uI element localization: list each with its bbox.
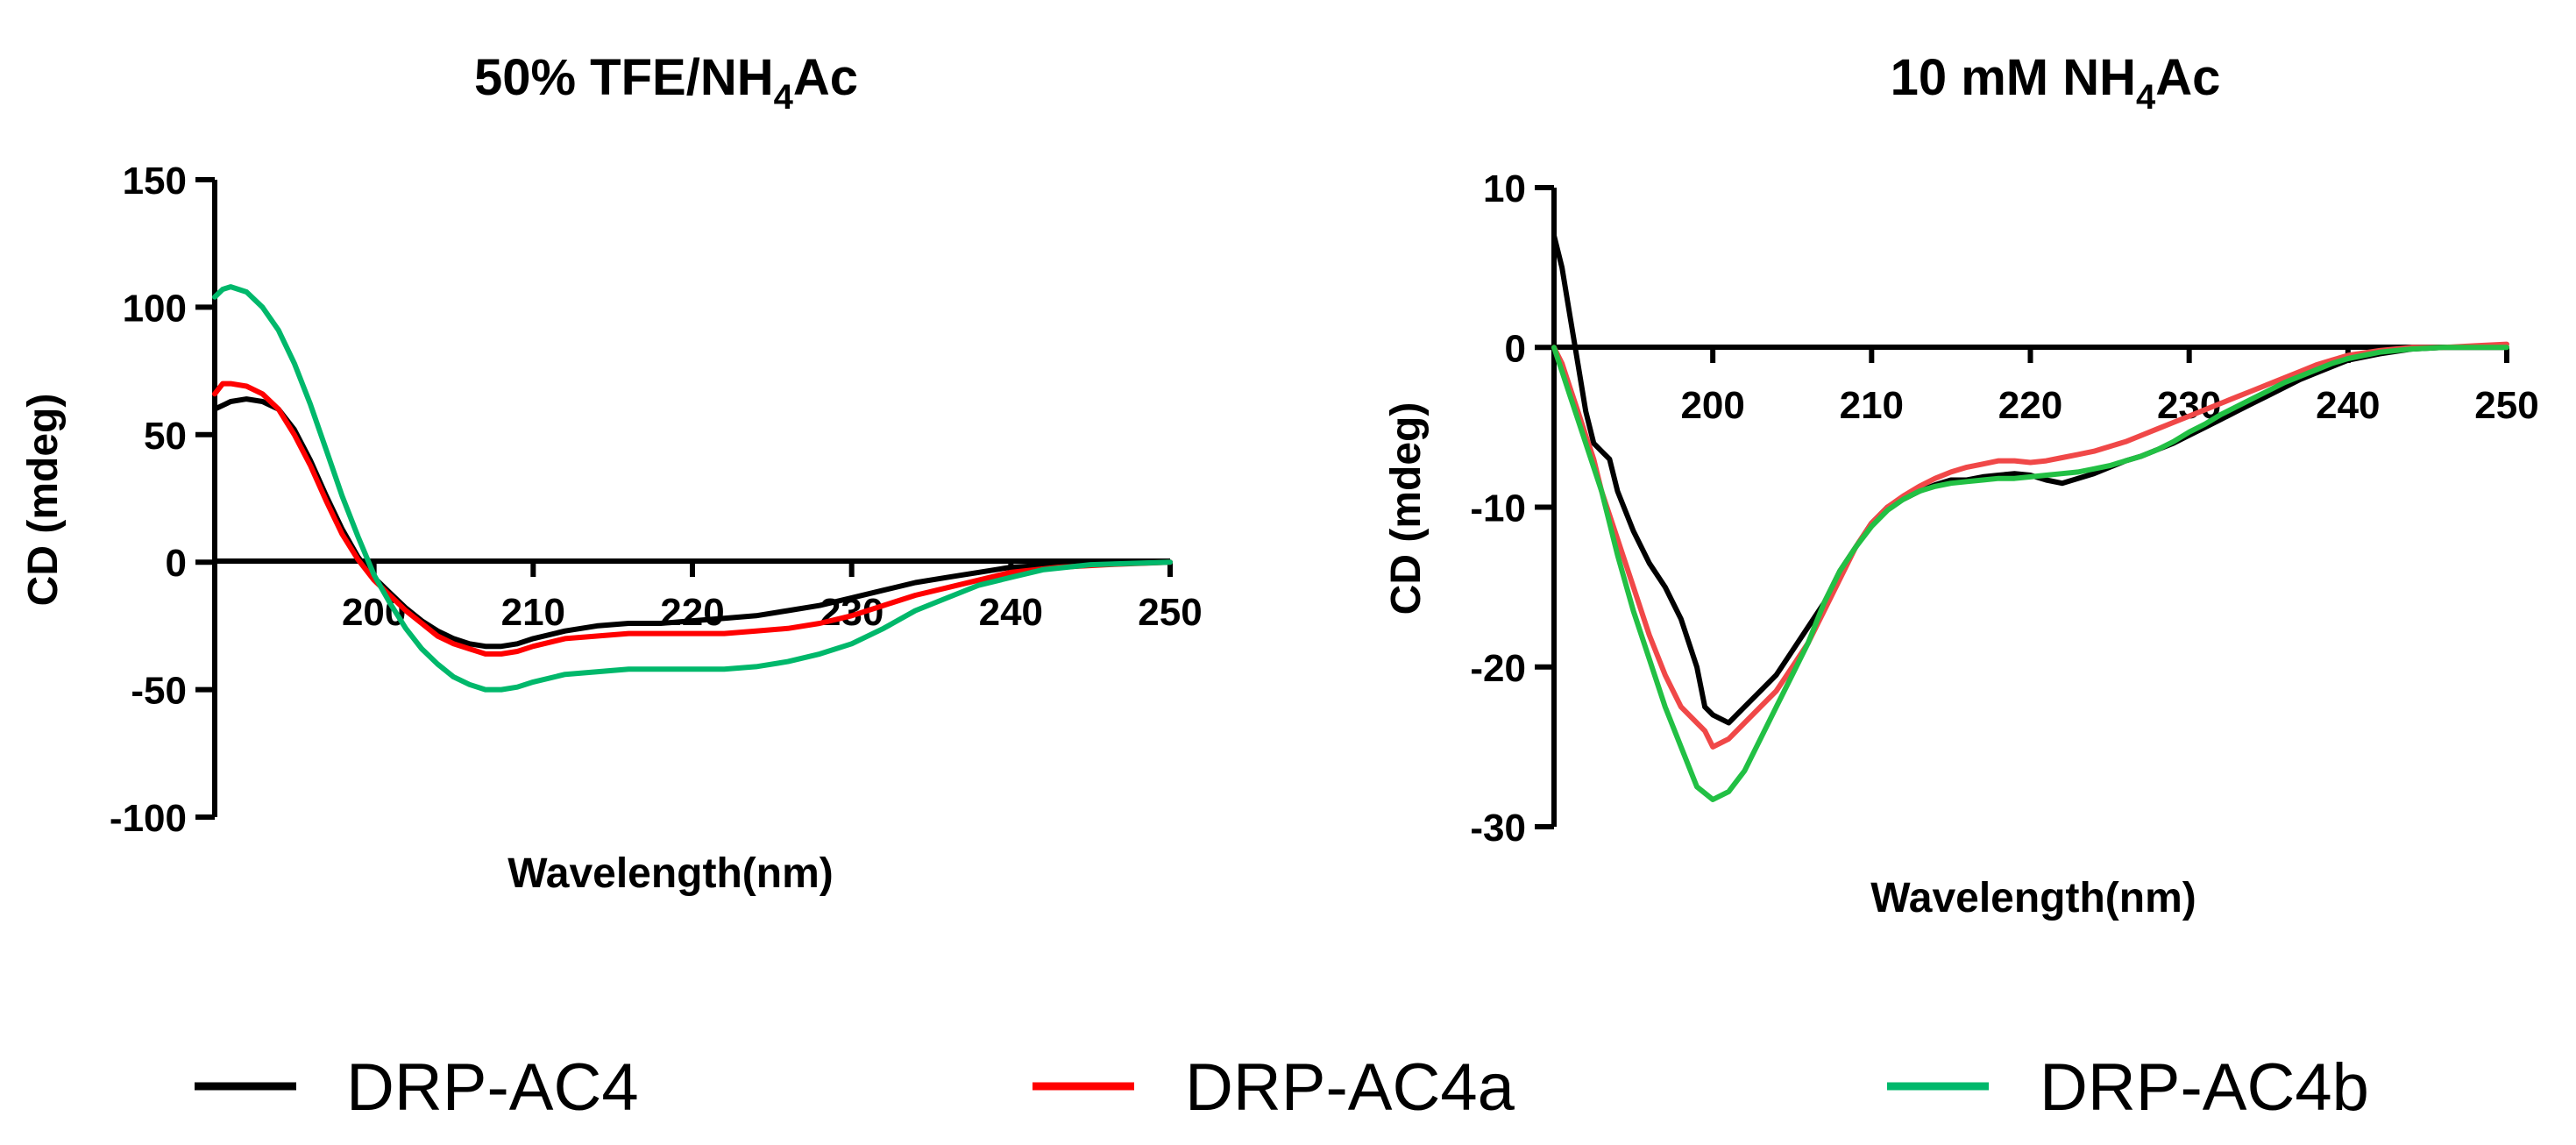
y-tick-label: -30 [1470,807,1526,850]
x-axis-label: Wavelength(nm) [507,850,834,897]
series-group [1551,232,2509,802]
chart-title-subscript: 4 [2136,78,2156,117]
legend-item: DRP-AC4a [1033,1050,1515,1125]
series-line-drp-ac4b [212,284,1173,693]
x-tick-label: 240 [2316,384,2380,427]
x-axis-label: Wavelength(nm) [1870,875,2196,921]
x-tick-label: 240 [979,591,1043,634]
y-tick-label: 0 [166,542,187,585]
y-tick-label: 150 [123,160,187,203]
y-tick-label: 10 [1483,167,1526,210]
y-ticks: 150 100 50 0 -50 -100 [110,160,215,840]
legend: DRP-AC4 DRP-AC4a DRP-AC4b [195,1050,2369,1125]
series-line-drp-ac4b [1551,345,2509,802]
y-tick-label: -100 [110,797,187,840]
x-tick-label: 200 [1680,384,1744,427]
x-ticks: 200 210 220 230 240 250 [1680,347,2539,427]
series-line-drp-ac4 [1551,232,2509,726]
legend-label: DRP-AC4b [2040,1050,2369,1125]
y-tick-label: 100 [123,287,187,330]
x-tick-label: 210 [501,591,565,634]
series-line-drp-ac4a [1551,341,2509,750]
series-line-drp-ac4a [212,380,1173,657]
x-tick-label: 210 [1840,384,1904,427]
x-ticks: 200 210 220 230 240 250 [342,561,1203,634]
legend-item: DRP-AC4b [1887,1050,2369,1125]
legend-label: DRP-AC4 [346,1050,639,1125]
chart-title-main: 10 mM NH [1891,49,2136,106]
y-tick-label: -50 [131,670,187,713]
x-tick-label: 220 [660,591,724,634]
y-tick-label: -20 [1470,647,1526,690]
x-tick-label: 250 [1138,591,1202,634]
chart-title-main: 50% TFE/NH [474,49,774,106]
chart-title-tail: Ac [2155,49,2220,106]
series-group [212,284,1173,693]
x-tick-label: 250 [2474,384,2538,427]
y-tick-label: -10 [1470,487,1526,530]
chart-title: 10 mM NH4Ac [1891,49,2221,117]
chart-title-tail: Ac [793,49,858,106]
y-tick-label: 50 [144,415,187,458]
chart-title-subscript: 4 [774,78,794,117]
chart-title: 50% TFE/NH4Ac [474,49,858,117]
legend-label: DRP-AC4a [1185,1050,1515,1125]
y-axis-label: CD (mdeg) [20,394,67,607]
y-tick-label: 0 [1505,327,1526,370]
x-tick-label: 220 [1998,384,2062,427]
chart-panel-nh4ac: 10 mM NH4Ac 100-10-20-30 200 210 220 230 240… [1383,49,2539,921]
legend-item: DRP-AC4 [195,1050,639,1125]
y-axis-label: CD (mdeg) [1383,402,1430,615]
y-ticks: 10 0 -10 -20 -30 [1470,167,1554,850]
